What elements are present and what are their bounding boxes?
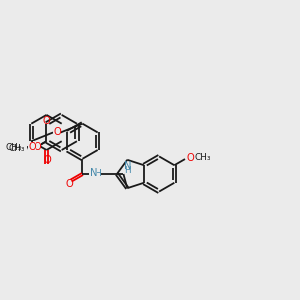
Text: O: O	[43, 116, 51, 126]
Text: N: N	[124, 161, 132, 171]
Text: O: O	[186, 153, 194, 163]
Text: CH₃: CH₃	[6, 143, 22, 152]
Text: O: O	[33, 142, 41, 152]
Text: O: O	[66, 178, 74, 188]
Text: O: O	[53, 127, 61, 137]
Text: H: H	[124, 166, 131, 175]
Text: O: O	[43, 155, 51, 165]
Text: H: H	[94, 169, 100, 178]
Text: CH₃: CH₃	[8, 144, 25, 153]
Text: O: O	[28, 142, 36, 152]
Text: N: N	[90, 168, 97, 178]
Text: CH₃: CH₃	[195, 153, 211, 162]
